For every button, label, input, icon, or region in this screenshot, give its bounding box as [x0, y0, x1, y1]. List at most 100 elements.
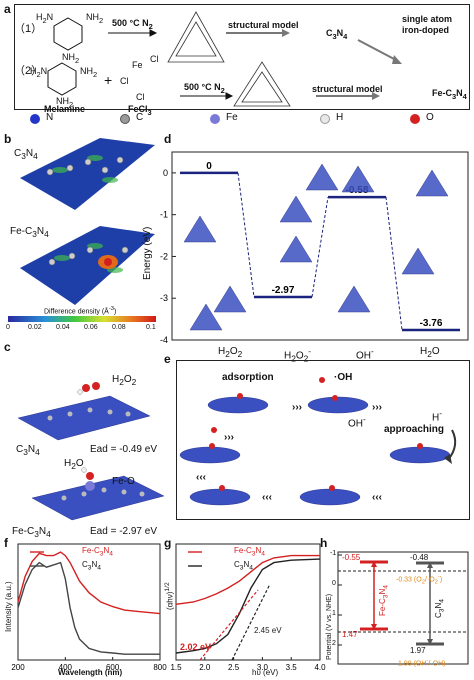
h-oh-label: 1.99 (OH-/·OH)	[398, 658, 446, 668]
plus-sign: +	[104, 72, 113, 88]
h-tick-0: 0	[332, 580, 336, 587]
d-lattice-2	[279, 195, 313, 223]
d-x-h2o2-minus: H2O2-	[284, 346, 312, 364]
h-ylabel: Potential (V vs. NHE)	[326, 593, 333, 660]
c-feo-label: Fe-O	[112, 476, 135, 487]
c-h2o-label: H2O	[64, 458, 84, 471]
nh2-label-2: NH2	[62, 52, 80, 65]
d-ytick-label-2: -2	[160, 251, 168, 261]
d-value-label-1: -2.97	[272, 285, 295, 296]
g-xtick-label-2: 2.5	[228, 663, 240, 672]
g-xtick-label-0: 1.5	[170, 663, 182, 672]
g-legend-c: C3N4	[234, 560, 253, 572]
legend-fe-label: Fe	[226, 112, 238, 123]
h-c-bottom: 1.97	[410, 646, 426, 655]
temp-label-2: 500 °C N2	[184, 82, 225, 95]
g-annotation-fe: 2.02 eV	[180, 642, 212, 652]
g-plot-frame	[175, 543, 321, 661]
panel-label-h: h	[320, 536, 328, 550]
fe-c3n4-label-a: Fe-C3N4	[432, 88, 467, 101]
b-scale-title: Difference density (Å-3)	[44, 306, 117, 316]
h-fe-top: -0.55	[342, 553, 361, 562]
h-c-label: C3N4	[434, 599, 446, 618]
fecl3-label: FeCl3	[128, 104, 152, 117]
c3n4-label-a: C3N4	[326, 28, 348, 41]
e-oh-radical: ·OH	[334, 372, 353, 383]
legend-c-dot	[120, 114, 130, 124]
b-tick-1: 0.02	[28, 324, 42, 331]
d-ytick-label-4: -4	[160, 335, 168, 345]
c-ead-2: Ead = -2.97 eV	[90, 526, 157, 537]
d-value-label-3: -3.76	[420, 318, 443, 329]
f-xtick-label-2: 600	[106, 663, 120, 672]
h-c-top: -0.48	[410, 553, 429, 562]
d-x-h2o2: H2O2	[218, 346, 243, 359]
d-connector-1	[311, 197, 329, 298]
d-plot-frame	[171, 151, 469, 341]
panel-e-frame	[176, 360, 470, 520]
d-value-label-0: 0	[206, 161, 212, 172]
f-series-1	[17, 561, 160, 655]
h2n-label-1: H2N	[36, 12, 54, 25]
c-h2o2-label: H2O2	[112, 374, 137, 387]
g-xlabel: hυ (eV)	[252, 668, 279, 677]
d-lattice-4	[341, 165, 375, 193]
e-h-minus: H-	[432, 408, 443, 424]
b-tick-5: 0.1	[146, 324, 156, 331]
c-fe-c3n4-label: Fe-C3N4	[12, 526, 51, 539]
d-ytick-label-0: 0	[163, 168, 168, 178]
g-xtick-label-4: 3.5	[286, 663, 298, 672]
fe-atom: Fe	[132, 60, 143, 70]
panel-label-b: b	[4, 132, 12, 146]
panel-a-frame	[14, 4, 470, 110]
b-tick-4: 0.08	[112, 324, 126, 331]
d-lattice-6	[401, 247, 435, 275]
g-tangent-c	[231, 583, 271, 661]
single-atom-line2: iron-doped	[402, 25, 449, 35]
g-xtick-label-3: 3.0	[257, 663, 269, 672]
e-adsorption: adsorption	[222, 372, 274, 383]
svg-text:›››: ›››	[292, 402, 302, 413]
legend-n-label: N	[46, 112, 54, 123]
d-x-h2o: H2O	[420, 346, 440, 359]
legend-h-label: H	[336, 112, 344, 123]
d-connector-2	[385, 197, 403, 331]
nh2-label-3: NH2	[80, 66, 98, 79]
d-lattice-7	[415, 169, 449, 197]
nh2-label-1: NH2	[86, 12, 104, 25]
panel-label-d: d	[164, 132, 172, 146]
h-tick-m1: -1	[330, 550, 337, 557]
legend-o-label: O	[426, 112, 434, 123]
nh2-label-4: NH2	[56, 96, 74, 109]
b-c3n4-label: C3N4	[14, 148, 38, 161]
e-oh-minus: OH-	[348, 414, 366, 430]
svg-text:‹‹‹: ‹‹‹	[262, 492, 272, 503]
svg-text:›››: ›››	[372, 402, 382, 413]
d-ytick-label-1: -1	[160, 210, 168, 220]
f-xlabel: Wavelength (nm)	[58, 668, 123, 677]
b-tick-2: 0.04	[56, 324, 70, 331]
b-tick-0: 0	[6, 324, 10, 331]
structural-model-label-2: structural model	[312, 84, 383, 94]
h-fe-label: Fe-C3N4	[378, 585, 390, 616]
h-fe-bottom: 1.47	[342, 630, 358, 639]
g-series-0	[175, 554, 320, 605]
legend-c-label: C	[136, 112, 144, 123]
d-x-oh: OH-	[356, 346, 374, 362]
e-approaching: approaching	[384, 424, 445, 435]
temp-label-1: 500 °C N2	[112, 18, 153, 31]
melamine-label: Melamine	[44, 104, 86, 114]
cl-atom-2: Cl	[120, 76, 129, 86]
row2-index: （2）	[14, 65, 43, 77]
legend-o-dot	[410, 114, 420, 124]
g-tangent-fe	[199, 589, 259, 661]
single-atom-line1: single atom	[402, 14, 453, 24]
legend-h-dot	[320, 114, 330, 124]
h-o2-label: -0.33 (O2/·O2-)	[396, 574, 443, 586]
b-fe-c3n4-label: Fe-C3N4	[10, 226, 49, 239]
